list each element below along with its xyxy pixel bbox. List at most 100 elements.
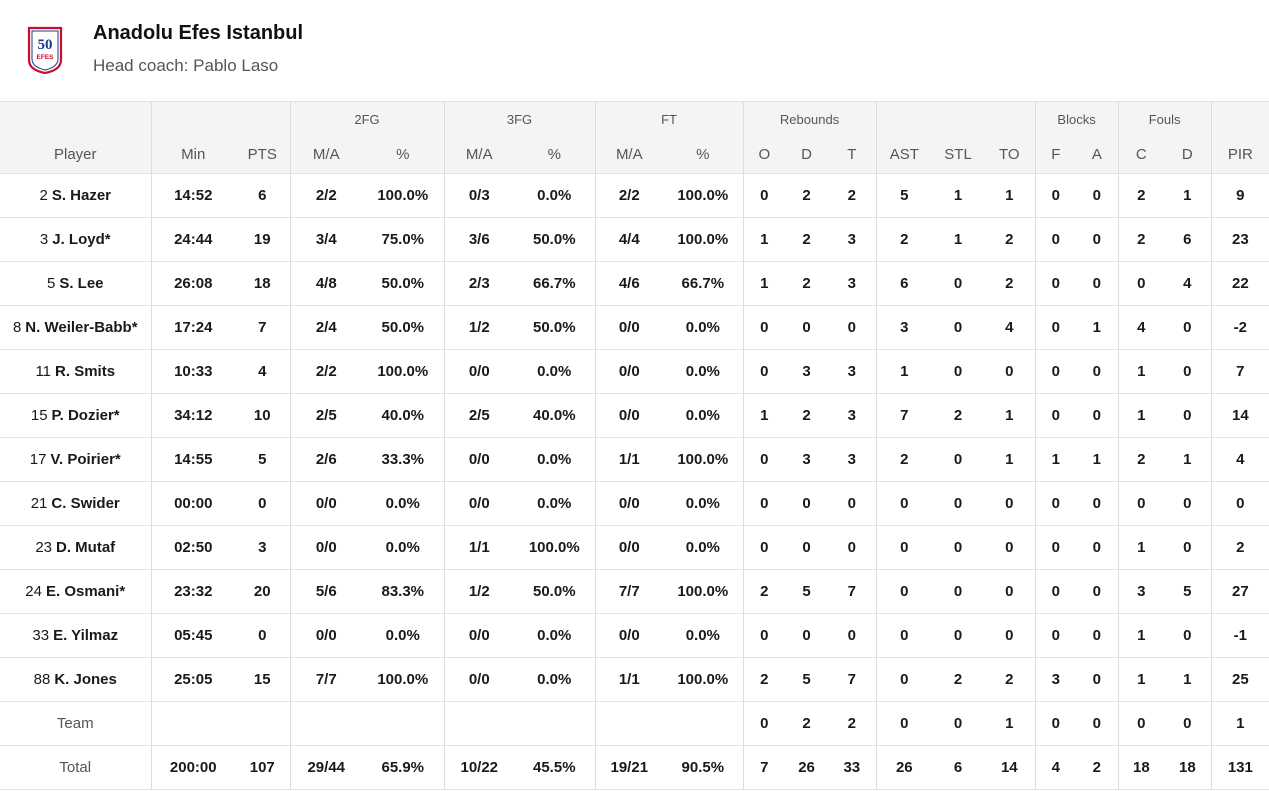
stat-reb-o: 0 [742, 481, 786, 526]
stat-foul-c: 3 [1117, 569, 1165, 614]
stat-pts [235, 701, 290, 746]
group-ft: FT [594, 101, 744, 136]
player-name[interactable]: S. Lee [59, 275, 104, 292]
col-to: TO [984, 136, 1036, 174]
stat-reb-o: 0 [742, 701, 786, 746]
stat-2fg-pct: 33.3% [362, 437, 445, 482]
stat-2fg-pct: 100.0% [362, 349, 445, 394]
stat-reb-o: 0 [742, 613, 786, 658]
player-cell: 8 N. Weiler-Babb* [0, 305, 151, 350]
stat-stl: 0 [932, 437, 985, 482]
player-name[interactable]: E. Yilmaz [53, 627, 119, 644]
stat-3fg-pct: 0.0% [514, 173, 596, 218]
stat-pir: 1 [1210, 701, 1269, 746]
stat-3fg-ma: 0/0 [443, 437, 515, 482]
stat-blk-a: 1 [1076, 437, 1119, 482]
col-stl: STL [932, 136, 985, 174]
player-cell: 23 D. Mutaf [0, 525, 151, 570]
stat-2fg-ma: 4/8 [289, 261, 362, 306]
stat-pts: 15 [235, 657, 290, 702]
stat-2fg-pct: 0.0% [362, 481, 445, 526]
player-row: 11 R. Smits 10:33 4 2/2 100.0% 0/0 0.0% 0/0 0.0% 0… [0, 349, 1269, 394]
player-name[interactable]: C. Swider [51, 495, 120, 512]
player-name[interactable]: P. Dozier* [51, 407, 120, 424]
stat-foul-c: 4 [1117, 305, 1165, 350]
stat-pts: 6 [235, 173, 290, 218]
stat-ft-ma: 0/0 [594, 525, 664, 570]
player-number: 11 [35, 363, 52, 380]
stat-pts: 4 [235, 349, 290, 394]
stat-ast: 1 [875, 349, 933, 394]
stat-foul-d: 18 [1164, 745, 1212, 790]
stat-3fg-ma: 0/0 [443, 613, 515, 658]
stat-foul-d: 0 [1164, 393, 1212, 438]
stat-ft-pct: 100.0% [663, 173, 744, 218]
stat-ft-pct: 100.0% [663, 657, 744, 702]
player-name[interactable]: R. Smits [55, 363, 116, 380]
player-row: 21 C. Swider 00:00 0 0/0 0.0% 0/0 0.0% 0/0 0.0% 0 0… [0, 481, 1269, 526]
stat-ast: 0 [875, 525, 933, 570]
stat-min: 23:32 [150, 569, 235, 614]
stat-blk-f: 0 [1034, 613, 1077, 658]
group-rebounds: Rebounds [742, 101, 877, 136]
stat-reb-t: 0 [828, 305, 877, 350]
stat-stl: 1 [932, 217, 985, 262]
player-row: 15 P. Dozier* 34:12 10 2/5 40.0% 2/5 40.0% 0/0 0.… [0, 393, 1269, 438]
stat-3fg-ma: 1/2 [443, 569, 515, 614]
stat-stl: 0 [932, 261, 985, 306]
player-name[interactable]: V. Poirier* [50, 451, 121, 468]
stat-blk-a: 0 [1076, 349, 1119, 394]
stat-ft-ma: 0/0 [594, 613, 664, 658]
stat-reb-d: 0 [785, 305, 829, 350]
player-number: 17 [29, 451, 47, 468]
stat-2fg-ma: 2/6 [289, 437, 362, 482]
stat-reb-d: 2 [785, 217, 829, 262]
stat-2fg-ma: 2/2 [289, 349, 362, 394]
stat-to: 2 [984, 217, 1036, 262]
col-reb-t: T [828, 136, 877, 174]
stat-ft-ma: 4/4 [594, 217, 664, 262]
player-row: 2 S. Hazer 14:52 6 2/2 100.0% 0/3 0.0% 2/2 100.0%… [0, 173, 1269, 218]
stat-reb-t: 2 [828, 701, 877, 746]
player-name[interactable]: D. Mutaf [56, 539, 116, 556]
stat-2fg-ma: 2/5 [289, 393, 362, 438]
stat-ft-ma: 0/0 [594, 305, 664, 350]
stat-stl: 1 [932, 173, 985, 218]
player-name[interactable]: S. Hazer [51, 187, 112, 204]
stat-2fg-ma [289, 701, 362, 746]
player-name[interactable]: J. Loyd* [52, 231, 111, 248]
stat-ast: 3 [875, 305, 933, 350]
stat-to: 1 [984, 701, 1036, 746]
stat-3fg-pct: 0.0% [514, 481, 596, 526]
stat-2fg-pct: 65.9% [362, 745, 445, 790]
stat-blk-f: 1 [1034, 437, 1077, 482]
stat-reb-d: 0 [785, 481, 829, 526]
stat-3fg-ma: 2/5 [443, 393, 515, 438]
stat-reb-o: 2 [742, 657, 786, 702]
stat-3fg-pct: 0.0% [514, 437, 596, 482]
stat-pir: -1 [1210, 613, 1269, 658]
stat-pir: 14 [1210, 393, 1269, 438]
player-name[interactable]: N. Weiler-Babb* [25, 319, 138, 336]
stat-pts: 19 [235, 217, 290, 262]
stat-foul-c: 2 [1117, 217, 1165, 262]
stat-foul-d: 5 [1164, 569, 1212, 614]
col-reb-o: O [742, 136, 786, 174]
stat-blk-a: 0 [1076, 701, 1119, 746]
stat-3fg-ma: 0/3 [443, 173, 515, 218]
stat-ft-ma [594, 701, 664, 746]
stat-min: 24:44 [150, 217, 235, 262]
player-cell: 21 C. Swider [0, 481, 151, 526]
player-name[interactable]: E. Osmani* [45, 583, 126, 600]
logo-text-top: 50 [38, 37, 53, 53]
col-3fg-ma: M/A [443, 136, 515, 174]
stat-blk-a: 2 [1076, 745, 1119, 790]
col-pir: PIR [1210, 136, 1269, 174]
stat-ast: 0 [875, 701, 933, 746]
col-pts: PTS [235, 136, 290, 174]
stat-min: 14:55 [150, 437, 235, 482]
stat-foul-c: 18 [1117, 745, 1165, 790]
player-name[interactable]: K. Jones [54, 671, 117, 688]
stat-stl: 2 [932, 657, 985, 702]
col-3fg-pct: % [514, 136, 596, 174]
